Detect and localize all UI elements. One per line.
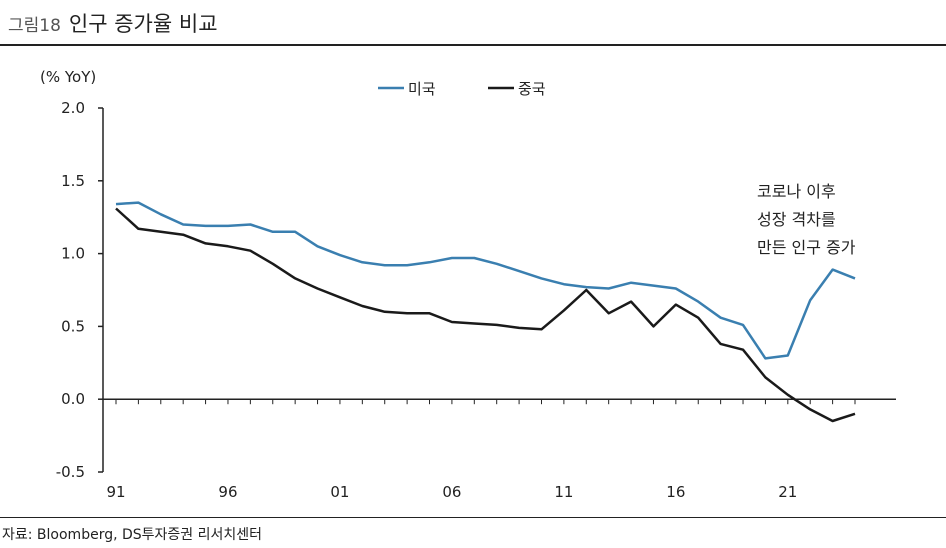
source-note: 자료: Bloomberg, DS투자증권 리서치센터: [2, 527, 263, 543]
figure-number: 그림18: [8, 16, 61, 36]
x-axis: 91 96 01 06 11 16 21: [103, 398, 896, 501]
y-tick-label: 2.0: [61, 99, 85, 117]
figure-header: 그림18 인구 증가율 비교: [8, 8, 218, 44]
x-tick-label: 16: [666, 483, 685, 501]
series-line-중국: [115, 207, 856, 423]
y-tick-label: 1.0: [61, 245, 85, 263]
bottom-rule: [0, 517, 946, 518]
annotation-line: 만든 인구 증가: [757, 238, 856, 257]
x-tick-label: 01: [330, 483, 349, 501]
x-tick-label: 96: [218, 483, 237, 501]
y-axis-unit-label: (% YoY): [40, 68, 96, 86]
x-tick-label: 21: [778, 483, 797, 501]
y-tick-label: 0.5: [61, 317, 85, 335]
top-rule: [0, 44, 946, 46]
series-line-미국: [115, 201, 856, 360]
population-growth-chart: (% YoY) 2.0 1.5 1.0 0.5 0.0 -0.5 91 96 01 06 11 16…: [40, 68, 896, 501]
legend: 미국 중국: [378, 80, 546, 98]
series-lines: [115, 201, 856, 423]
x-tick-label: 91: [106, 483, 125, 501]
x-tick-label: 11: [554, 483, 573, 501]
y-axis: 2.0 1.5 1.0 0.5 0.0 -0.5: [56, 99, 104, 481]
x-tick-label: 06: [442, 483, 461, 501]
annotation-line: 성장 격차를: [757, 210, 836, 229]
annotation-line: 코로나 이후: [757, 182, 836, 201]
legend-label: 중국: [518, 80, 546, 98]
legend-label: 미국: [408, 80, 436, 98]
y-tick-label: 0.0: [61, 390, 85, 408]
figure-title: 인구 증가율 비교: [68, 12, 218, 36]
y-tick-label: 1.5: [61, 172, 85, 190]
y-tick-label: -0.5: [56, 463, 85, 481]
